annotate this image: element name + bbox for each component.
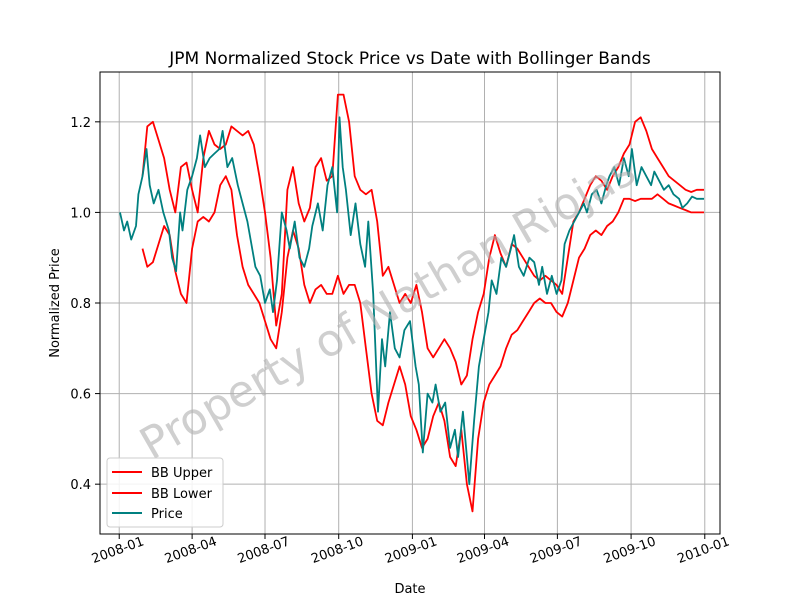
x-axis-label: Date <box>394 582 425 597</box>
legend-label-bb-upper: BB Upper <box>151 466 213 481</box>
y-tick-label-2: 0.8 <box>70 297 91 312</box>
legend: BB Upper BB Lower Price <box>106 457 224 528</box>
bb-upper-line <box>141 93 704 386</box>
legend-label-bb-lower: BB Lower <box>151 487 213 502</box>
y-tick-label-1: 0.6 <box>70 388 91 403</box>
series-lines <box>119 93 704 513</box>
y-tick-label-3: 1.0 <box>70 206 91 221</box>
y-tick-label-0: 0.4 <box>70 478 91 493</box>
plot-area-frame <box>99 71 721 535</box>
y-tick-label-4: 1.2 <box>70 116 91 131</box>
y-axis-label: Normalized Price <box>48 248 63 358</box>
legend-box <box>106 457 224 528</box>
legend-label-price: Price <box>151 507 183 522</box>
price-line <box>119 116 704 486</box>
chart-title: JPM Normalized Stock Price vs Date with … <box>168 49 651 69</box>
